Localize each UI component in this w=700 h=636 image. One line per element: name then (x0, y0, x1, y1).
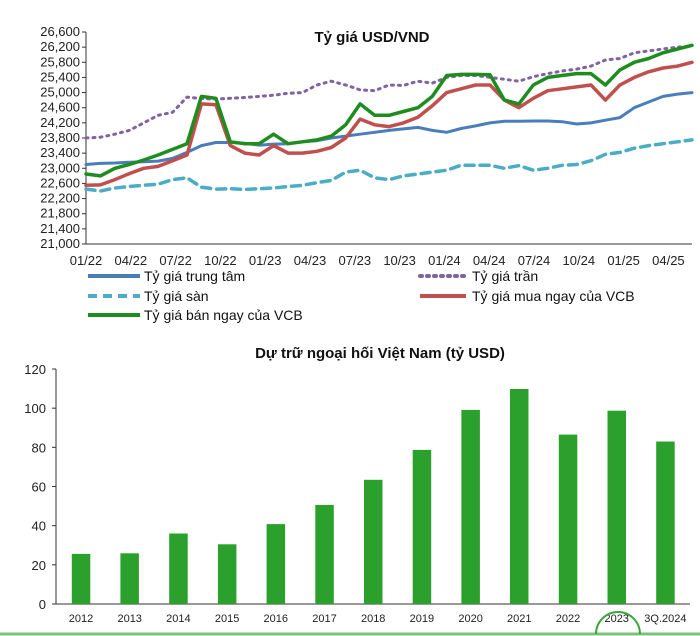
y-tick-label: 25,800 (40, 54, 80, 69)
legend-item-tran: Tỷ giá trần (418, 268, 538, 284)
bar-2023 (607, 410, 626, 604)
line-chart: Tỷ giá USD/VND 21,00021,40021,80022,2002… (40, 24, 694, 323)
line-series-group (84, 43, 694, 193)
y-tick-label: 24,600 (40, 100, 80, 115)
line-x-ticks: 01/22 04/22 07/22 10/22 01/23 04/23 07/23 10/23… (70, 253, 685, 268)
x-tick-label: 01/25 (607, 253, 640, 268)
x-tick-label: 10/24 (563, 253, 596, 268)
bar-x-ticks: 2012 2013 2014 2015 2016 2017 2018 2019 2020 2021… (69, 613, 687, 625)
x-tick-label: 10/23 (383, 253, 416, 268)
x-tick-label: 04/25 (652, 253, 685, 268)
x-tick-label: 04/22 (115, 253, 148, 268)
series-line-0 (84, 91, 694, 166)
legend-item-trung-tam: Tỷ giá trung tâm (88, 268, 245, 284)
series-line-1 (84, 44, 694, 140)
x-tick-label: 07/22 (159, 253, 192, 268)
x-tick-label: 01/22 (70, 253, 103, 268)
y-tick-label: 100 (24, 401, 46, 416)
x-tick-label: 2016 (264, 613, 288, 625)
y-tick-label: 40 (32, 519, 46, 534)
y-tick-label: 23,800 (40, 130, 80, 145)
y-tick-label: 21,400 (40, 221, 80, 236)
line-y-ticks: 21,00021,40021,80022,20022,60023,00023,4… (40, 24, 86, 251)
y-tick-label: 23,400 (40, 145, 80, 160)
bar-2020 (461, 409, 480, 604)
legend-label: Tỷ giá mua ngay của VCB (472, 288, 635, 304)
bar-2012 (71, 553, 91, 604)
bar-2021 (510, 389, 529, 604)
x-tick-label: 3Q.2024 (644, 613, 686, 625)
bar-bars-group (71, 389, 675, 604)
y-tick-label: 24,200 (40, 115, 80, 130)
x-tick-label: 07/24 (518, 253, 551, 268)
logo-arc-icon (595, 611, 641, 635)
bar-2015 (217, 544, 237, 604)
legend-label: Tỷ giá bán ngay của VCB (144, 307, 303, 323)
y-tick-label: 23,000 (40, 160, 80, 175)
x-tick-label: 2019 (410, 613, 434, 625)
y-tick-label: 0 (39, 597, 46, 612)
x-tick-label: 04/23 (294, 253, 327, 268)
y-tick-label: 60 (32, 480, 46, 495)
bar-2014 (169, 533, 188, 604)
y-tick-label: 26,600 (40, 24, 80, 39)
x-tick-label: 10/22 (204, 253, 237, 268)
y-tick-label: 20 (32, 558, 46, 573)
bar-y-ticks: 0 20 40 60 80 100 120 (24, 362, 56, 612)
x-tick-label: 2018 (361, 613, 385, 625)
x-tick-label: 2022 (556, 613, 580, 625)
x-tick-label: 2012 (69, 613, 93, 625)
legend-label: Tỷ giá sàn (144, 288, 209, 304)
bar-2018 (364, 479, 383, 604)
series-line-2 (84, 138, 694, 193)
x-tick-label: 2023 (604, 613, 628, 625)
bar-2016 (266, 524, 286, 604)
bar-2019 (412, 449, 432, 604)
y-tick-label: 22,200 (40, 191, 80, 206)
x-tick-label: 2014 (166, 613, 190, 625)
y-tick-label: 26,200 (40, 39, 80, 54)
y-tick-label: 25,000 (40, 85, 80, 100)
x-tick-label: 2017 (312, 613, 336, 625)
line-legend: Tỷ giá trung tâm Tỷ giá trần Tỷ giá sàn … (88, 268, 635, 323)
y-tick-label: 120 (24, 362, 46, 377)
x-tick-label: 04/24 (473, 253, 506, 268)
y-tick-label: 22,600 (40, 175, 80, 190)
bar-2013 (120, 553, 139, 604)
x-tick-label: 2013 (117, 613, 141, 625)
bar-2022 (558, 434, 578, 604)
series-line-3 (84, 60, 694, 188)
line-chart-title: Tỷ giá USD/VND (314, 29, 429, 46)
bar-chart: Dự trữ ngoại hối Việt Nam (tỷ USD) 0 20 40… (24, 345, 690, 625)
bar-chart-title: Dự trữ ngoại hối Việt Nam (tỷ USD) (255, 345, 505, 362)
legend-item-ban-vcb: Tỷ giá bán ngay của VCB (88, 307, 303, 323)
legend-label: Tỷ giá trần (472, 268, 538, 284)
legend-label: Tỷ giá trung tâm (144, 268, 245, 284)
legend-item-san: Tỷ giá sàn (88, 288, 209, 304)
x-tick-label: 07/23 (339, 253, 372, 268)
y-tick-label: 21,800 (40, 206, 80, 221)
y-tick-label: 21,000 (40, 236, 80, 251)
x-tick-label: 2015 (215, 613, 239, 625)
legend-item-mua-vcb: Tỷ giá mua ngay của VCB (420, 288, 635, 304)
bar-2017 (315, 504, 334, 604)
x-tick-label: 01/23 (249, 253, 282, 268)
series-line-4 (84, 43, 694, 178)
y-tick-label: 80 (32, 440, 46, 455)
x-tick-label: 01/24 (428, 253, 461, 268)
x-tick-label: 2020 (458, 613, 482, 625)
bar-3Q.2024 (656, 441, 675, 604)
x-tick-label: 2021 (507, 613, 531, 625)
y-tick-label: 25,400 (40, 69, 80, 84)
